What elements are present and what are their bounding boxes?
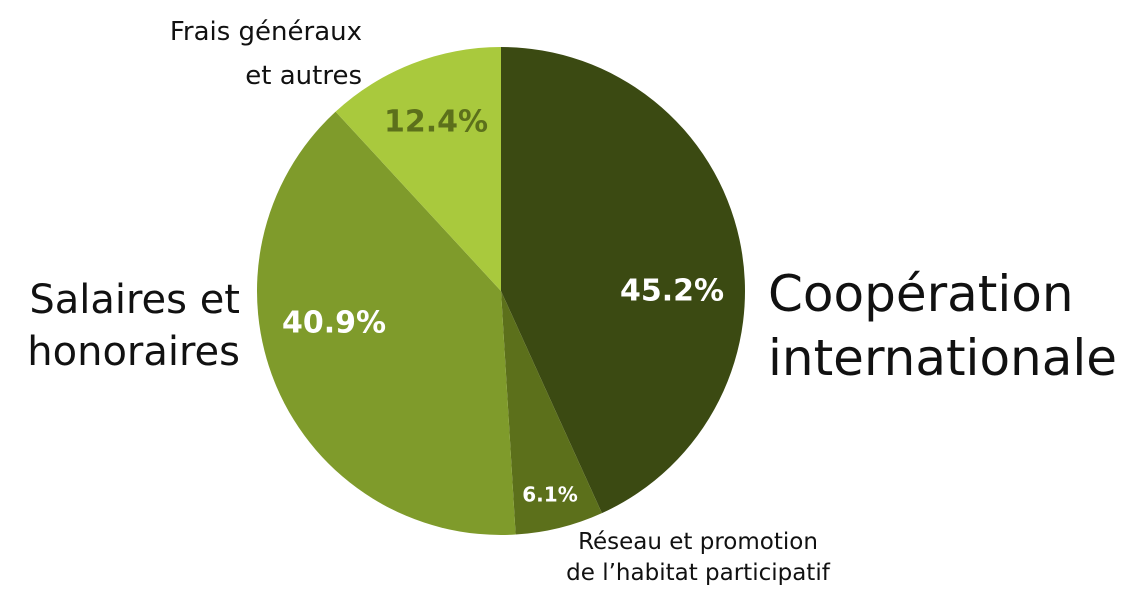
value-label: 40.9% bbox=[282, 306, 386, 341]
value-label: 45.2% bbox=[620, 274, 724, 309]
pie-slice bbox=[335, 47, 501, 291]
category-label: Coopération internationale bbox=[768, 265, 1118, 387]
category-label: Frais généraux et autres bbox=[169, 17, 362, 91]
category-label: Réseau et promotion de l’habitat partici… bbox=[566, 529, 830, 586]
pie-slice bbox=[257, 111, 516, 535]
pie-slice bbox=[501, 47, 745, 514]
category-label: Salaires et honoraires bbox=[27, 277, 240, 375]
pie-slice bbox=[501, 291, 602, 535]
value-label: 6.1% bbox=[522, 483, 577, 507]
value-label: 12.4% bbox=[384, 105, 488, 140]
